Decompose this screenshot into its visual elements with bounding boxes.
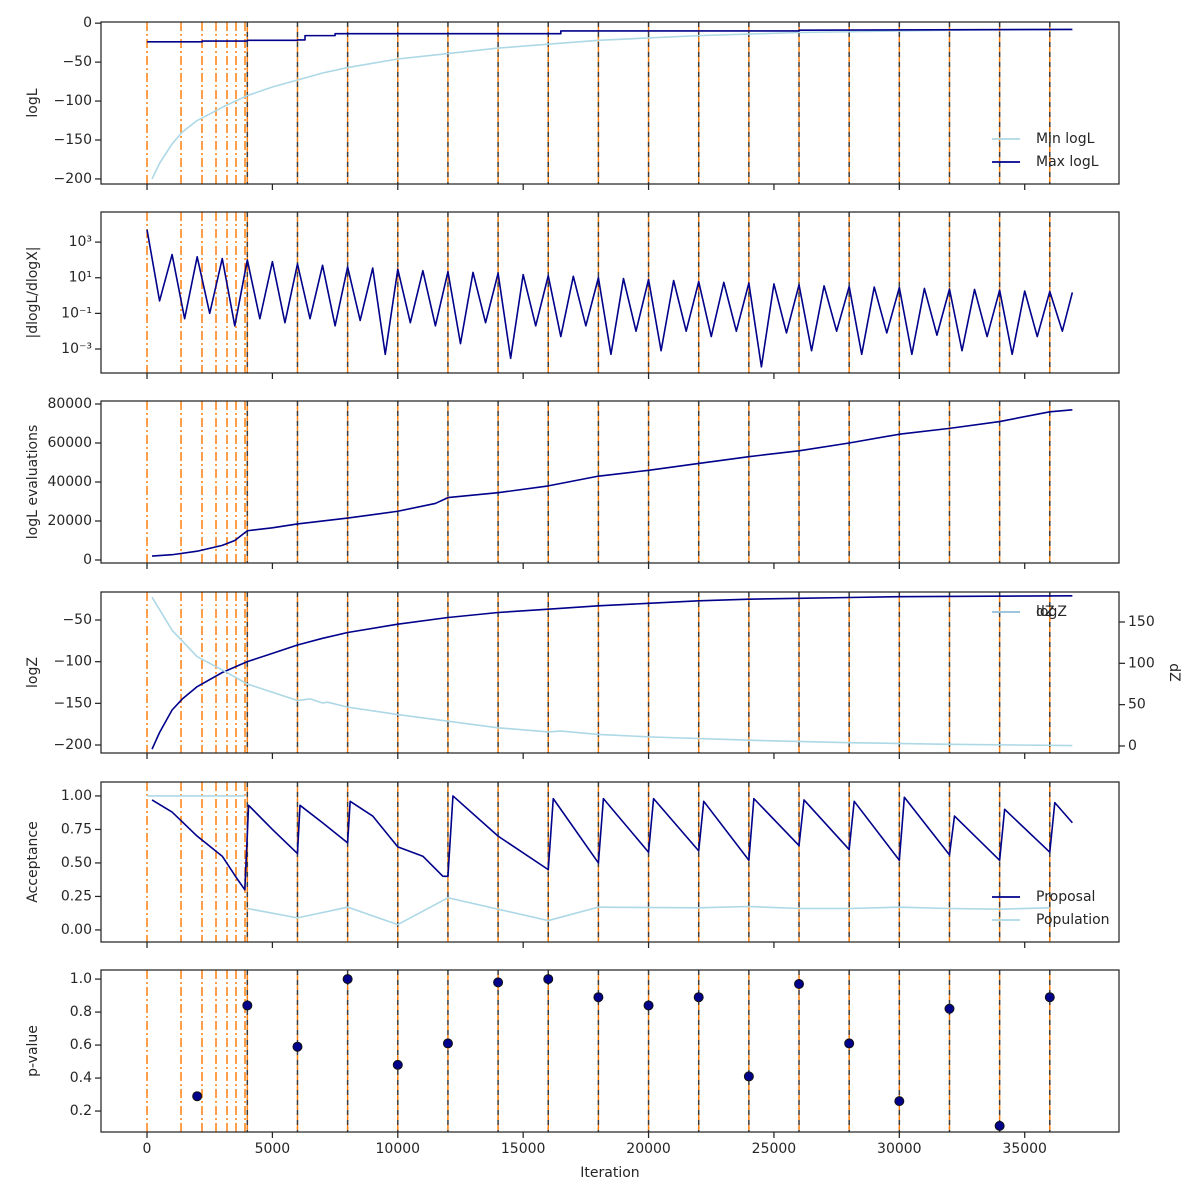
x-tick-label: 15000 — [501, 1141, 546, 1157]
legend-label: Population — [1036, 912, 1110, 928]
series-line — [151, 596, 1073, 747]
series-line — [147, 795, 1050, 926]
series-line — [147, 28, 1073, 43]
y-tick-label: 80000 — [47, 396, 92, 412]
point — [1044, 992, 1055, 1003]
point — [442, 1038, 453, 1049]
y2-tick-label: 150 — [1128, 614, 1155, 630]
panel: 0 −50 −100 −150 −200 logL Min logL Max logL — [25, 15, 1120, 190]
point — [894, 1096, 905, 1107]
legend-label: logZ — [1036, 604, 1067, 620]
y-tick-label: 1.00 — [61, 788, 92, 804]
legend-label: dZ — [1036, 604, 1054, 620]
legend-label: Min logL — [1036, 131, 1095, 147]
point — [392, 1059, 403, 1070]
x-axis-label: Iteration — [580, 1165, 639, 1181]
point — [242, 1000, 253, 1011]
y-tick-label: 0.50 — [61, 855, 92, 871]
series-line — [151, 28, 1073, 180]
panel: 0 20000 40000 60000 80000 logL evaluations — [25, 396, 1120, 569]
y-tick-label: 0 — [83, 552, 92, 568]
y-tick-label: 40000 — [47, 474, 92, 490]
y-axis-label: logL — [25, 88, 41, 117]
point — [743, 1071, 754, 1082]
point — [493, 977, 504, 988]
point — [944, 1003, 955, 1014]
y2-axis-label: dZ — [1166, 663, 1182, 681]
panel: 10⁻³ 10⁻¹ 10¹ 10³ |dlogL/dlogX| — [25, 211, 1120, 379]
y-tick-label: 60000 — [47, 435, 92, 451]
y-axis-label: p-value — [25, 1025, 41, 1077]
y-tick-label: −200 — [54, 737, 92, 753]
series-line — [151, 795, 1073, 891]
legend-label: Max logL — [1036, 154, 1099, 170]
series-line — [146, 229, 1074, 368]
x-tick-label: 0 — [143, 1141, 152, 1157]
axes-frame — [100, 781, 1120, 943]
y-tick-label: 1.0 — [70, 971, 92, 987]
y-tick-label: −200 — [54, 171, 92, 187]
series-line — [151, 595, 1073, 750]
y-tick-label: 10¹ — [69, 270, 92, 286]
y-tick-label: 10³ — [69, 234, 92, 250]
axes-frame — [100, 21, 1120, 185]
y-tick-label: −150 — [54, 695, 92, 711]
y-tick-label: 0.8 — [70, 1004, 92, 1020]
x-tick-label: 25000 — [752, 1141, 797, 1157]
point — [643, 1000, 654, 1011]
x-tick-label: 20000 — [626, 1141, 671, 1157]
y-tick-label: 0.6 — [70, 1037, 92, 1053]
series-line — [151, 409, 1073, 557]
axes-frame — [100, 211, 1120, 374]
y-tick-label: 0.00 — [61, 922, 92, 938]
y-tick-label: 10⁻³ — [61, 341, 92, 357]
legend-label: Proposal — [1036, 889, 1095, 905]
axes-frame — [100, 591, 1120, 754]
y-axis-label: logZ — [25, 657, 41, 688]
y-tick-label: 0 — [83, 15, 92, 31]
y-tick-label: 20000 — [47, 513, 92, 529]
point — [192, 1091, 203, 1102]
y-axis-label: Acceptance — [25, 821, 41, 902]
point — [292, 1041, 303, 1052]
panel: 0.00 0.25 0.50 0.75 1.00 Acceptance Proposal Po… — [25, 781, 1120, 948]
y-tick-label: 0.4 — [70, 1070, 92, 1086]
y-tick-label: −50 — [62, 612, 92, 628]
y-tick-label: −100 — [54, 93, 92, 109]
y-tick-label: −150 — [54, 132, 92, 148]
point — [543, 974, 554, 985]
x-tick-label: 5000 — [255, 1141, 291, 1157]
y2-tick-label: 50 — [1128, 697, 1146, 713]
point — [994, 1120, 1005, 1131]
point — [342, 974, 353, 985]
y-tick-label: 0.2 — [70, 1103, 92, 1119]
y-tick-label: −100 — [54, 654, 92, 670]
point — [794, 979, 805, 990]
point — [593, 992, 604, 1003]
point — [844, 1038, 855, 1049]
x-tick-label: 10000 — [376, 1141, 421, 1157]
y-tick-label: −50 — [62, 54, 92, 70]
y-axis-label: |dlogL/dlogX| — [25, 247, 41, 339]
y-tick-label: 10⁻¹ — [61, 305, 92, 321]
x-tick-label: 30000 — [877, 1141, 922, 1157]
x-tick-label: 35000 — [1002, 1141, 1047, 1157]
axes-frame — [100, 969, 1120, 1133]
point — [693, 992, 704, 1003]
y-tick-label: 0.25 — [61, 888, 92, 904]
y2-tick-label: 100 — [1128, 655, 1155, 671]
panel: 0.2 0.4 0.6 0.8 1.0 0 5000 10000 15000 20000 25000… — [25, 969, 1120, 1157]
y-tick-label: 0.75 — [61, 821, 92, 837]
y2-tick-label: 0 — [1128, 738, 1137, 754]
y-axis-label: logL evaluations — [25, 425, 41, 540]
